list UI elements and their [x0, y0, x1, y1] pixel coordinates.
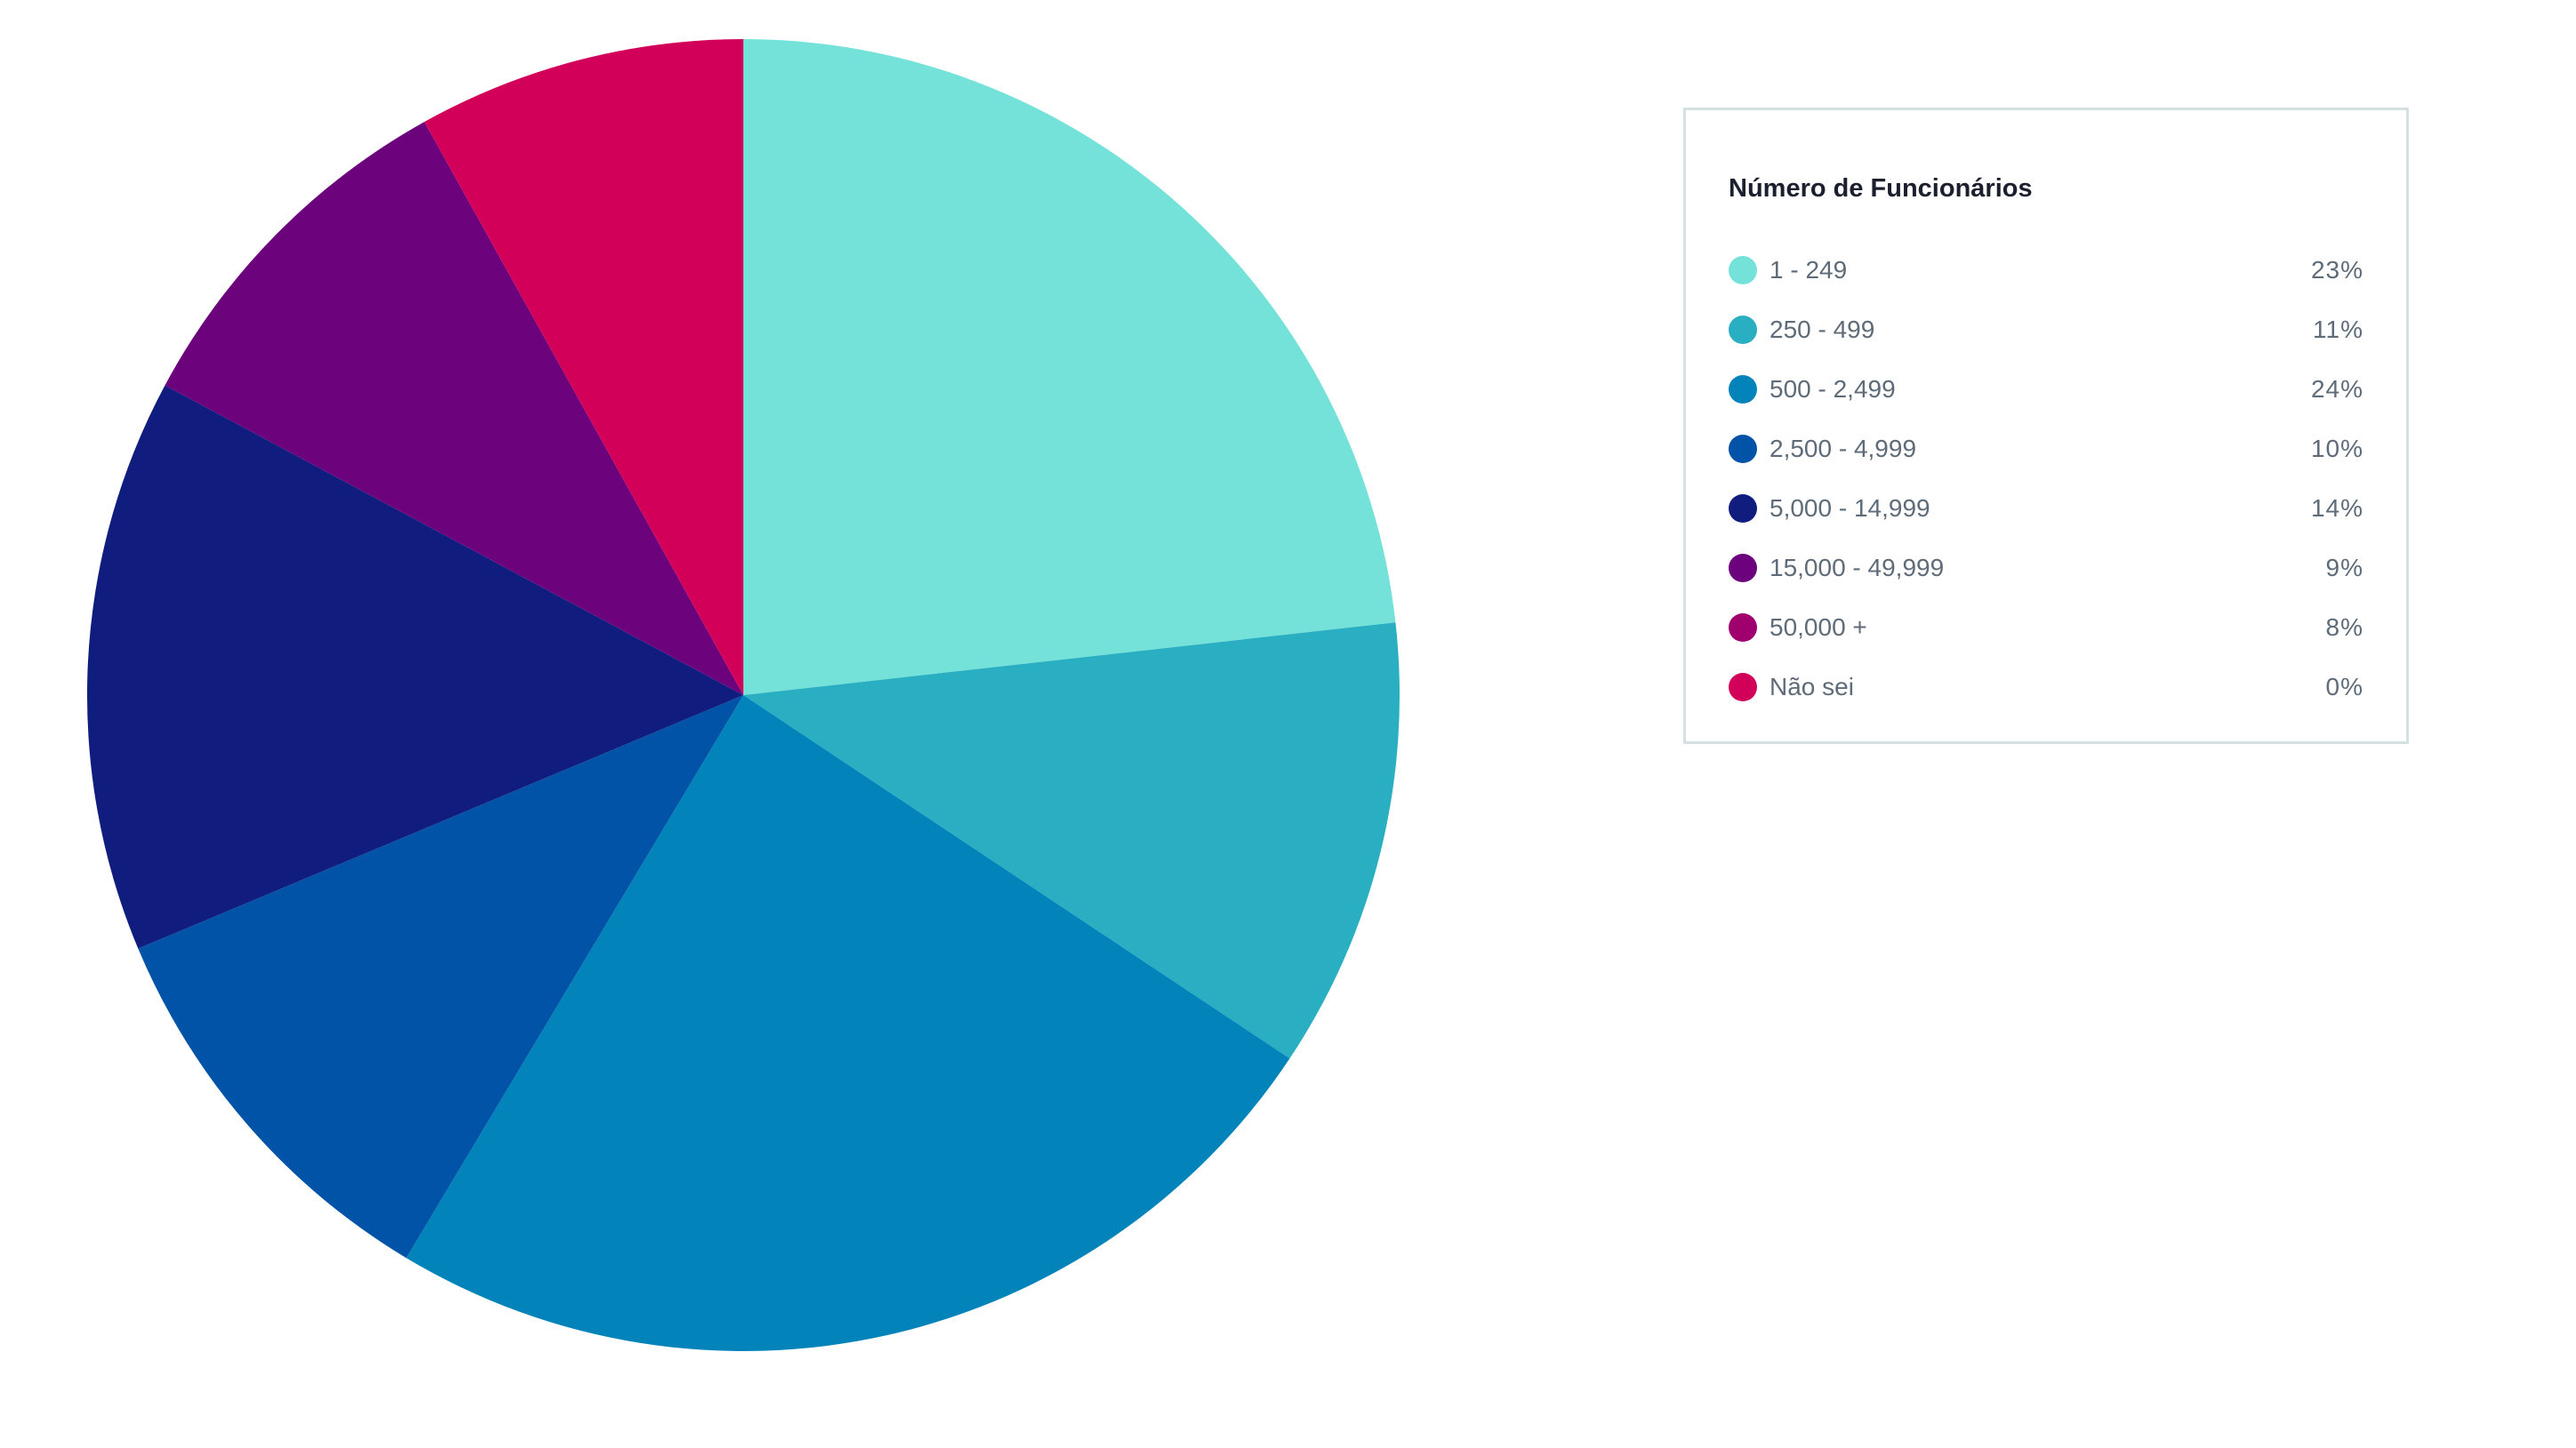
pie-slice-2[interactable] [405, 695, 1290, 1351]
legend-label: 5,000 - 14,999 [1769, 494, 1930, 522]
pie-slice-4[interactable] [86, 385, 743, 949]
legend-label: 15,000 - 49,999 [1769, 554, 1945, 581]
pie-slice-3[interactable] [138, 695, 743, 1259]
legend-label: 50,000 + [1769, 613, 1867, 641]
legend-value: 10% [2310, 435, 2363, 462]
legend-value: 14% [2310, 494, 2363, 522]
legend-label: 500 - 2,499 [1769, 375, 1896, 403]
pie-slice-1[interactable] [743, 622, 1400, 1059]
legend-item[interactable]: Não sei 0% [1729, 669, 2363, 705]
legend-swatch [1729, 316, 1757, 344]
legend-value: 9% [2325, 554, 2363, 581]
legend-swatch [1729, 256, 1757, 284]
pie-chart [86, 39, 1400, 1351]
legend-item[interactable]: 5,000 - 14,999 14% [1729, 491, 2363, 526]
legend-item[interactable]: 1 - 249 23% [1729, 252, 2363, 288]
legend-swatch [1729, 673, 1757, 701]
legend-label: 2,500 - 4,999 [1769, 435, 1917, 462]
pie-slice-0[interactable] [743, 39, 1396, 695]
legend-item[interactable]: 15,000 - 49,999 9% [1729, 550, 2363, 586]
legend-swatch [1729, 613, 1757, 642]
legend-value: 24% [2310, 375, 2363, 403]
legend-label: Não sei [1769, 673, 1854, 700]
legend-swatch [1729, 375, 1757, 404]
legend-item[interactable]: 50,000 + 8% [1729, 610, 2363, 645]
legend-item[interactable]: 500 - 2,499 24% [1729, 372, 2363, 407]
legend-item[interactable]: 250 - 499 11% [1729, 312, 2363, 348]
legend-swatch [1729, 435, 1757, 463]
legend-label: 250 - 499 [1769, 316, 1875, 343]
legend-value: 23% [2310, 256, 2363, 284]
legend-swatch [1729, 554, 1757, 582]
pie-slice-5[interactable] [165, 122, 743, 695]
legend: Número de Funcionários 1 - 249 23% 250 -… [1683, 108, 2409, 744]
legend-title: Número de Funcionários [1729, 174, 2033, 203]
pie-slice-6[interactable] [424, 39, 743, 695]
legend-value: 0% [2325, 673, 2363, 700]
legend-item[interactable]: 2,500 - 4,999 10% [1729, 431, 2363, 467]
legend-value: 8% [2325, 613, 2363, 641]
legend-value: 11% [2313, 316, 2363, 343]
legend-swatch [1729, 494, 1757, 523]
legend-label: 1 - 249 [1769, 256, 1848, 284]
